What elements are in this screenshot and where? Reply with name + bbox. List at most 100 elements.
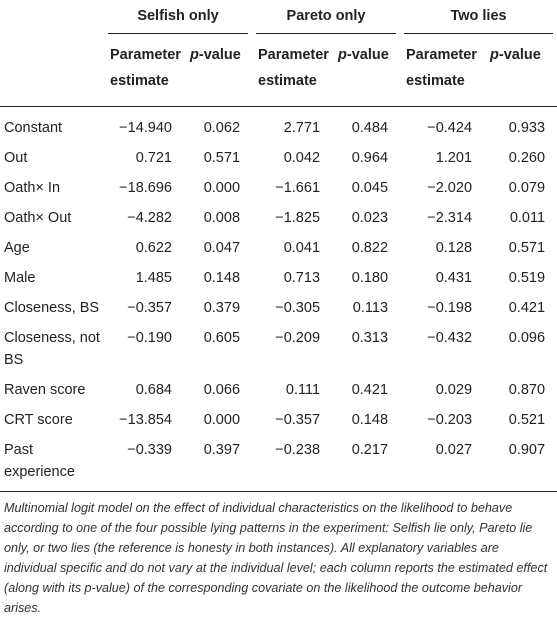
cell-value: 0.684	[135, 382, 172, 398]
cell-value: 0.027	[400, 435, 485, 492]
cell-value: 0.421	[508, 300, 546, 316]
cell-value: 0.042	[283, 150, 321, 166]
group-header-row: Selfish only Pareto only Two lies	[0, 0, 557, 34]
cell-value: 0.421	[351, 382, 389, 398]
row-label: Closeness, not BS	[4, 330, 100, 368]
row-label: Closeness, BS	[4, 300, 100, 316]
row-label: Male	[4, 270, 36, 286]
table-row: CRT score −13.854 0.000 −0.357 0.148 −0.203 0.…	[0, 405, 557, 435]
results-table: Selfish only Pareto only Two lies Paramete…	[0, 0, 557, 492]
row-label: CRT score	[4, 412, 73, 428]
sub-header: p-value	[484, 34, 557, 107]
cell-value: 0.011	[509, 210, 546, 226]
table-row: Age 0.622 0.047 0.041 0.822 0.128 0.571	[0, 233, 557, 263]
cell-value: −13.854	[119, 412, 172, 428]
row-label: Past experience	[0, 435, 104, 492]
cell-value: 0.907	[484, 435, 557, 492]
cell-value: 1.201	[435, 150, 473, 166]
cell-value: 0.313	[351, 330, 389, 346]
cell-value: 0.933	[508, 120, 546, 136]
cell-value: −18.696	[119, 180, 172, 196]
group-title: Two lies	[404, 0, 554, 34]
cell-value: 0.111	[285, 382, 321, 398]
row-label: Constant	[4, 120, 63, 136]
cell-value: −0.198	[427, 300, 473, 316]
cell-value: 0.000	[203, 412, 241, 428]
cell-value: −0.203	[427, 412, 473, 428]
group-header: Pareto only	[252, 0, 400, 34]
table-row: Male 1.485 0.148 0.713 0.180 0.431 0.519	[0, 263, 557, 293]
row-label: Age	[4, 240, 30, 256]
cell-value: −0.432	[427, 330, 473, 346]
table-row: Oath× In −18.696 0.000 −1.661 0.045 −2.020 0.0…	[0, 173, 557, 203]
cell-value: 0.062	[203, 120, 241, 136]
cell-value: 0.217	[332, 435, 401, 492]
cell-value: 0.622	[135, 240, 172, 256]
cell-value: 0.148	[351, 412, 389, 428]
cell-value: 0.713	[283, 270, 321, 286]
cell-value: 0.000	[203, 180, 241, 196]
cell-value: 0.484	[351, 120, 389, 136]
row-label: Out	[4, 150, 28, 166]
cell-value: 0.029	[435, 382, 473, 398]
cell-value: 0.605	[203, 330, 241, 346]
cell-value: −1.661	[275, 180, 321, 196]
cell-value: −2.314	[427, 210, 473, 226]
cell-value: −0.357	[275, 412, 321, 428]
cell-value: 0.431	[435, 270, 473, 286]
cell-value: 0.079	[508, 180, 546, 196]
sub-header: Parameter estimate	[104, 34, 184, 107]
cell-value: 0.571	[508, 240, 546, 256]
table-row: Constant −14.940 0.062 2.771 0.484 −0.424 0.93…	[0, 107, 557, 144]
group-header: Two lies	[400, 0, 557, 34]
cell-value: 0.870	[508, 382, 546, 398]
cell-value: −0.305	[275, 300, 321, 316]
cell-value: 0.180	[351, 270, 389, 286]
group-title: Selfish only	[108, 0, 249, 34]
cell-value: 0.260	[508, 150, 546, 166]
cell-value: 0.379	[203, 300, 241, 316]
cell-value: 0.571	[203, 150, 241, 166]
row-label: Oath× In	[4, 180, 61, 196]
cell-value: −4.282	[127, 210, 172, 226]
row-label: Oath× Out	[4, 210, 72, 226]
group-header: Selfish only	[104, 0, 252, 34]
group-title: Pareto only	[256, 0, 397, 34]
cell-value: 0.023	[351, 210, 389, 226]
cell-value: −0.209	[275, 330, 321, 346]
cell-value: 0.041	[283, 240, 321, 256]
cell-value: 0.047	[203, 240, 241, 256]
sub-header: Parameter estimate	[252, 34, 333, 107]
cell-value: 0.397	[184, 435, 253, 492]
cell-value: 0.519	[508, 270, 546, 286]
cell-value: −0.190	[127, 330, 172, 346]
table-note: Multinomial logit model on the effect of…	[4, 501, 548, 615]
cell-value: 0.964	[351, 150, 389, 166]
cell-value: 0.045	[351, 180, 389, 196]
table-row: Past experience −0.339 0.397 −0.238 0.217 0.0…	[0, 435, 557, 492]
cell-value: −0.357	[127, 300, 172, 316]
cell-value: 0.721	[135, 150, 172, 166]
cell-value: 0.066	[203, 382, 241, 398]
table-row: Oath× Out −4.282 0.008 −1.825 0.023 −2.314 0.0…	[0, 203, 557, 233]
row-label: Raven score	[4, 382, 86, 398]
sub-header: Parameter estimate	[400, 34, 485, 107]
cell-value: 0.128	[435, 240, 473, 256]
table-row: Closeness, BS −0.357 0.379 −0.305 0.113 −0.19…	[0, 293, 557, 323]
cell-value: −14.940	[119, 120, 172, 136]
cell-value: 2.771	[283, 120, 321, 136]
cell-value: 0.096	[508, 330, 546, 346]
cell-value: 0.008	[203, 210, 241, 226]
sub-header: p-value	[184, 34, 253, 107]
cell-value: 1.485	[135, 270, 172, 286]
cell-value: 0.521	[508, 412, 546, 428]
cell-value: −0.424	[427, 120, 473, 136]
cell-value: 0.113	[352, 300, 389, 316]
sub-header: p-value	[332, 34, 401, 107]
table-row: Closeness, not BS −0.190 0.605 −0.209 0.313 −…	[0, 323, 557, 375]
cell-value: 0.822	[351, 240, 389, 256]
sub-header-row: Parameter estimate p-value Parameter estim…	[0, 34, 557, 107]
table-row: Raven score 0.684 0.066 0.111 0.421 0.029 0.87…	[0, 375, 557, 405]
cell-value: −1.825	[275, 210, 321, 226]
